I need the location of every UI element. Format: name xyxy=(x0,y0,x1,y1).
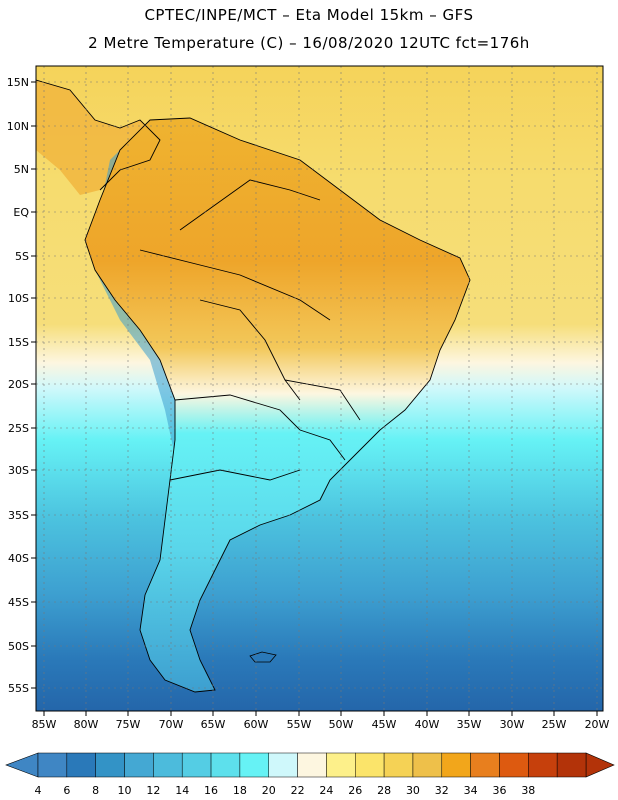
lat-tick-label: 35S xyxy=(8,509,29,522)
lon-tick-label: 65W xyxy=(201,718,226,731)
legend-value-label: 20 xyxy=(262,784,276,797)
lon-tick-label: 45W xyxy=(372,718,397,731)
legend-value-label: 8 xyxy=(92,784,99,797)
lat-tick-label: 20S xyxy=(8,378,29,391)
lat-tick-label: 5S xyxy=(15,250,29,263)
lon-tick-label: 40W xyxy=(415,718,440,731)
plot-frame xyxy=(35,65,604,712)
legend-swatch xyxy=(268,752,298,778)
legend-value-label: 34 xyxy=(464,784,478,797)
country-borders xyxy=(36,79,471,693)
legend-swatch xyxy=(412,752,443,778)
lon-tick-label: 30W xyxy=(500,718,525,731)
legend-value-label: 10 xyxy=(118,784,132,797)
lat-tick-label: EQ xyxy=(13,206,29,219)
lon-tick-label: 75W xyxy=(116,718,141,731)
legend-swatch xyxy=(124,752,154,778)
legend-arrow-high xyxy=(585,752,615,778)
lat-tick-label: 5N xyxy=(14,163,29,176)
chart-title: CPTEC/INPE/MCT – Eta Model 15km – GFS xyxy=(144,6,474,24)
legend-value-label: 36 xyxy=(492,784,506,797)
lon-tick-label: 50W xyxy=(329,718,354,731)
chart-subtitle: 2 Metre Temperature (C) – 16/08/2020 12U… xyxy=(88,34,530,52)
legend-swatch xyxy=(297,752,327,778)
legend-value-label: 30 xyxy=(406,784,420,797)
grid-lines xyxy=(36,66,603,711)
lat-tick-label: 50S xyxy=(8,640,29,653)
longitude-labels: 85W 80W 75W 70W 65W 60W 55W 50W 45W 40W 35W 30W 25W 2… xyxy=(32,711,610,731)
lat-tick-label: 10S xyxy=(8,292,29,305)
legend-swatch xyxy=(181,752,212,778)
lon-tick-label: 25W xyxy=(542,718,567,731)
legend-value-label: 18 xyxy=(233,784,247,797)
legend-swatch xyxy=(355,752,385,778)
legend-value-label: 14 xyxy=(175,784,189,797)
lon-tick-label: 85W xyxy=(32,718,57,731)
legend-swatch xyxy=(153,752,183,778)
legend-swatch xyxy=(441,752,471,778)
legend-swatch xyxy=(528,752,558,778)
lat-tick-label: 40S xyxy=(8,552,29,565)
legend-swatch xyxy=(556,752,587,778)
legend-value-label: 4 xyxy=(35,784,42,797)
legend-value-label: 22 xyxy=(291,784,305,797)
legend-value-label: 24 xyxy=(319,784,333,797)
legend-swatch xyxy=(210,752,241,778)
lat-tick-label: 30S xyxy=(8,464,29,477)
lat-tick-label: 45S xyxy=(8,596,29,609)
legend-swatch xyxy=(470,752,500,778)
legend-value-label: 6 xyxy=(63,784,70,797)
legend-swatch xyxy=(95,752,125,778)
legend-arrow-low xyxy=(5,752,39,778)
falkland-islands xyxy=(249,651,277,663)
legend-value-label: 32 xyxy=(435,784,449,797)
lat-tick-label: 10N xyxy=(7,120,29,133)
legend-value-label: 28 xyxy=(377,784,391,797)
lon-tick-label: 55W xyxy=(287,718,312,731)
lon-tick-label: 20W xyxy=(585,718,610,731)
latitude-labels: 15N 10N 5N EQ 5S 10S 15S 20S 25S 30S 35S 40S 45S 50S 5… xyxy=(7,76,36,695)
lat-tick-label: 25S xyxy=(8,422,29,435)
lon-tick-label: 35W xyxy=(457,718,482,731)
color-legend: 4 6 8 10 12 14 16 18 20 22 24 26 28 30 32 34 36 38 xyxy=(5,752,615,797)
lon-tick-label: 60W xyxy=(244,718,269,731)
legend-swatch xyxy=(37,752,68,778)
legend-swatch xyxy=(383,752,414,778)
legend-value-label: 12 xyxy=(146,784,160,797)
legend-value-label: 26 xyxy=(348,784,362,797)
legend-swatch xyxy=(66,752,96,778)
legend-value-label: 38 xyxy=(521,784,535,797)
legend-swatch xyxy=(499,752,529,778)
legend-swatch xyxy=(239,752,269,778)
lat-tick-label: 55S xyxy=(8,682,29,695)
lon-tick-label: 70W xyxy=(159,718,184,731)
lat-tick-label: 15S xyxy=(8,336,29,349)
legend-value-label: 16 xyxy=(204,784,218,797)
lon-tick-label: 80W xyxy=(74,718,99,731)
lat-tick-label: 15N xyxy=(7,76,29,89)
legend-swatch xyxy=(326,752,356,778)
